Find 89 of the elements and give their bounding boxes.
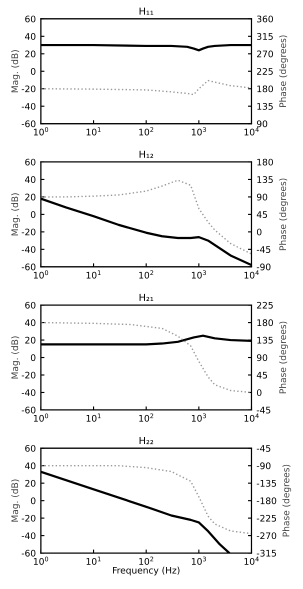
y2-tick-label: 180 (257, 319, 273, 326)
y-tick-label: -60 (22, 550, 36, 557)
y-axis-title: Mag. (dB) (11, 480, 20, 522)
x-tick-label: 10$^{4}$ (244, 270, 259, 279)
y2-tick-label: -315 (256, 550, 276, 557)
y2-tick-label: -45 (256, 406, 270, 414)
y2-tick-label: 0 (256, 228, 262, 236)
x-tick-label: 10$^{1}$ (86, 127, 101, 136)
x-tick-label: 10$^{4}$ (244, 127, 259, 136)
y2-tick-label: 135 (257, 102, 273, 110)
y2-tick-label: -270 (256, 532, 276, 540)
y2-tick-label: 90 (256, 354, 268, 362)
y2-tick-label: 180 (257, 85, 273, 92)
y-tick-label: 40 (25, 462, 36, 470)
y-tick-label: 60 (25, 444, 36, 452)
x-axis-title: Frequency (Hz) (113, 566, 180, 576)
y-tick-label: 0 (30, 497, 36, 504)
y2-tick-label: 45 (256, 372, 268, 379)
y2-tick-label: 225 (257, 68, 273, 75)
y-tick-label: 0 (30, 68, 36, 75)
x-tick-label: 10$^{3}$ (192, 270, 206, 279)
y2-axis-title: Phase (degrees) (279, 322, 288, 394)
y2-tick-label: 90 (256, 120, 268, 128)
x-tick-label: 10$^{0}$ (34, 270, 48, 279)
x-tick-label: 10$^{0}$ (34, 127, 48, 136)
y-tick-label: -40 (22, 102, 36, 110)
y-tick-label: 60 (25, 158, 36, 166)
y-tick-label: 60 (25, 16, 36, 22)
y2-tick-label: 90 (256, 194, 268, 200)
y2-tick-label: -90 (256, 264, 270, 270)
y-tick-label: -60 (22, 264, 36, 270)
y-tick-label: -60 (22, 406, 36, 414)
y-tick-label: -20 (22, 514, 36, 522)
x-tick-label: 10$^{1}$ (86, 270, 101, 279)
y-tick-label: 0 (30, 354, 36, 362)
x-tick-label: 10$^{0}$ (34, 556, 48, 565)
y-tick-label: 40 (25, 319, 36, 326)
x-tick-label: 10$^{2}$ (139, 127, 154, 136)
chart-title: H₂₁ (140, 294, 154, 301)
y-tick-label: 20 (25, 194, 36, 200)
y-axis-title: Mag. (dB) (11, 50, 20, 92)
y2-tick-label: 360 (257, 16, 273, 22)
y2-tick-label: -180 (256, 497, 276, 504)
x-tick-label: 10$^{0}$ (34, 413, 48, 422)
y-tick-label: -40 (22, 246, 36, 253)
x-tick-label: 10$^{3}$ (192, 556, 206, 565)
x-tick-label: 10$^{4}$ (244, 556, 259, 565)
x-tick-label: 10$^{1}$ (86, 556, 101, 565)
y-tick-label: -40 (22, 389, 36, 396)
y-axis-title: Mag. (dB) (11, 193, 20, 236)
x-tick-label: 10$^{4}$ (244, 414, 259, 422)
x-tick-label: 10$^{2}$ (139, 270, 154, 279)
y2-axis-title: Phase (degrees) (282, 464, 292, 536)
y2-tick-label: 180 (257, 158, 273, 166)
chart-title: H₁₁ (140, 8, 154, 15)
y-tick-label: 20 (25, 50, 36, 58)
y2-tick-label: 225 (257, 302, 273, 309)
y2-tick-label: 270 (257, 50, 273, 58)
y-tick-label: 40 (25, 176, 36, 184)
y-tick-label: -20 (22, 372, 36, 379)
y-tick-label: 20 (25, 480, 36, 487)
y2-tick-label: -225 (256, 514, 276, 522)
y2-tick-label: -45 (256, 246, 270, 253)
chart-title: H₂₂ (140, 436, 154, 444)
y2-axis-title: Phase (degrees) (279, 35, 288, 107)
y-tick-label: -40 (22, 532, 36, 540)
y-tick-label: 40 (25, 33, 36, 40)
y2-tick-label: -45 (256, 445, 270, 452)
y2-tick-label: 135 (257, 336, 273, 344)
x-tick-label: 10$^{2}$ (139, 556, 154, 565)
x-tick-label: 10$^{3}$ (192, 413, 206, 422)
y-axis-title: Mag. (dB) (11, 336, 20, 379)
y-tick-label: -60 (22, 120, 36, 128)
y2-tick-label: 0 (256, 389, 262, 396)
y2-tick-label: 315 (257, 33, 273, 40)
y-tick-label: 60 (25, 302, 36, 309)
y2-tick-label: -90 (256, 462, 270, 470)
x-tick-label: 10$^{1}$ (86, 414, 101, 422)
x-tick-label: 10$^{2}$ (139, 413, 154, 422)
x-tick-label: 10$^{3}$ (192, 127, 206, 136)
y-tick-label: 0 (30, 211, 36, 218)
y2-tick-label: -135 (256, 480, 276, 487)
y2-tick-label: 135 (257, 176, 273, 184)
y2-axis-title: Phase (degrees) (279, 178, 288, 250)
y-tick-label: -20 (22, 85, 36, 92)
y-tick-label: -20 (22, 228, 36, 236)
chart-title: H₁₂ (140, 150, 154, 158)
y-tick-label: 20 (25, 336, 36, 344)
y2-tick-label: 45 (256, 211, 268, 218)
